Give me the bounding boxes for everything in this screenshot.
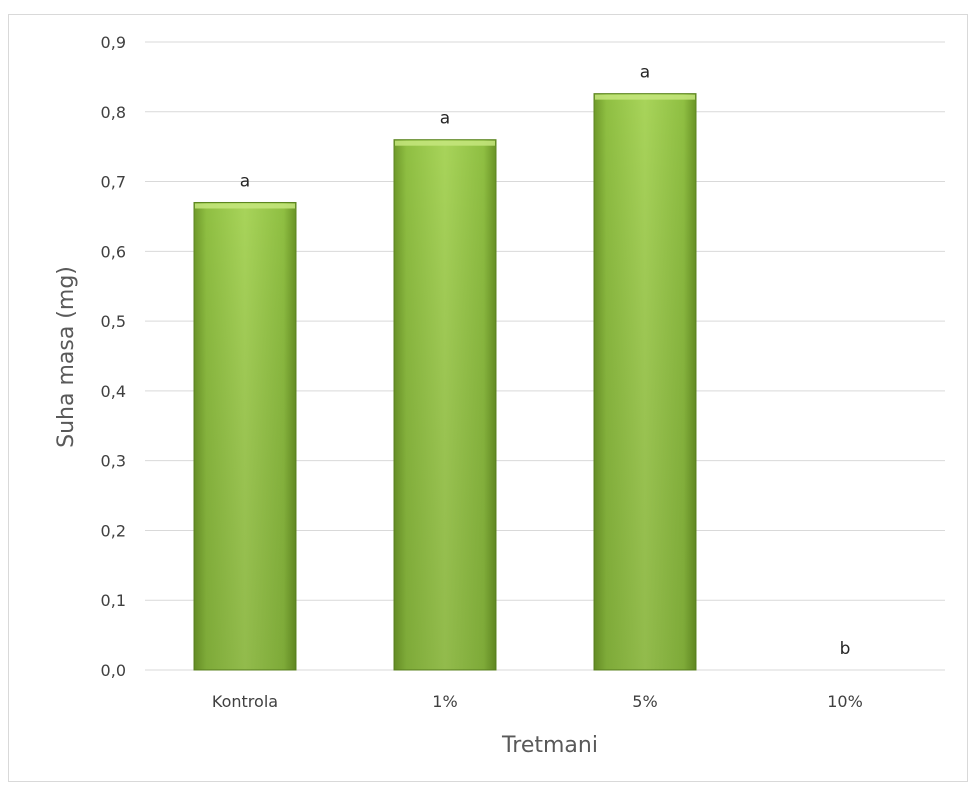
y-tick-label: 0,1 bbox=[101, 591, 126, 610]
y-tick-label: 0,7 bbox=[101, 173, 126, 192]
bar bbox=[593, 93, 697, 671]
data-label: b bbox=[840, 639, 851, 659]
data-label: a bbox=[240, 171, 250, 191]
bar bbox=[193, 201, 297, 671]
y-tick-label: 0,2 bbox=[101, 521, 126, 540]
y-tick-label: 0,0 bbox=[101, 661, 126, 680]
data-label: a bbox=[640, 63, 650, 83]
x-category-label: 1% bbox=[432, 692, 457, 711]
y-axis-ticks: 0,0 0,1 0,2 0,3 0,4 0,5 0,6 0,7 0,8 0,9 bbox=[101, 33, 126, 680]
bars bbox=[193, 93, 697, 671]
data-label: a bbox=[440, 109, 450, 129]
y-tick-label: 0,8 bbox=[101, 103, 126, 122]
bar bbox=[393, 139, 497, 671]
y-tick-label: 0,4 bbox=[101, 382, 126, 401]
x-axis-title: Tretmani bbox=[501, 733, 598, 758]
bar-shade bbox=[594, 93, 696, 670]
bar-bevel bbox=[195, 203, 295, 209]
y-tick-label: 0,3 bbox=[101, 452, 126, 471]
x-category-label: 10% bbox=[827, 692, 863, 711]
x-axis-categories: Kontrola 1% 5% 10% bbox=[212, 692, 863, 711]
bar-shade bbox=[194, 202, 296, 670]
y-tick-label: 0,5 bbox=[101, 312, 126, 331]
data-labels: a a a b bbox=[240, 63, 851, 659]
x-category-label: Kontrola bbox=[212, 692, 278, 711]
bar-bevel bbox=[595, 94, 695, 100]
bar-bevel bbox=[395, 140, 495, 146]
y-tick-label: 0,6 bbox=[101, 242, 126, 261]
bar-shade bbox=[394, 139, 496, 670]
x-category-label: 5% bbox=[632, 692, 657, 711]
y-axis-title: Suha masa (mg) bbox=[54, 266, 79, 448]
y-tick-label: 0,9 bbox=[101, 33, 126, 52]
